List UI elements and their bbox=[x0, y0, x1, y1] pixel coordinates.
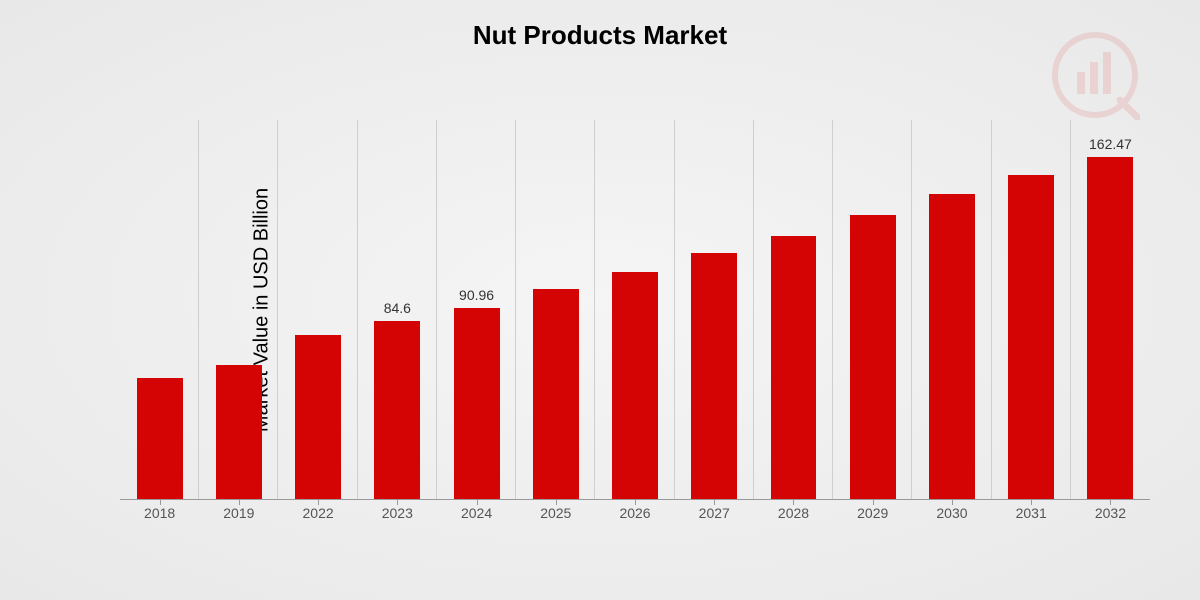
bar-slot bbox=[754, 120, 833, 500]
bar-slot bbox=[992, 120, 1071, 500]
x-tick-label: 2029 bbox=[833, 505, 912, 521]
bar-slot: 90.96 bbox=[437, 120, 516, 500]
bar bbox=[1087, 157, 1133, 500]
bar bbox=[216, 365, 262, 500]
bar bbox=[454, 308, 500, 500]
bar bbox=[771, 236, 817, 500]
bar bbox=[374, 321, 420, 500]
bar-slot bbox=[912, 120, 991, 500]
bar bbox=[850, 215, 896, 500]
bar bbox=[929, 194, 975, 500]
bar-value-label: 90.96 bbox=[437, 287, 516, 303]
bar bbox=[137, 378, 183, 500]
x-tick-label: 2032 bbox=[1071, 505, 1150, 521]
bar bbox=[612, 272, 658, 500]
x-tick-label: 2026 bbox=[595, 505, 674, 521]
bar bbox=[1008, 175, 1054, 500]
x-tick-label: 2030 bbox=[912, 505, 991, 521]
chart-title: Nut Products Market bbox=[0, 20, 1200, 51]
bar-value-label: 84.6 bbox=[358, 300, 437, 316]
bar-slot bbox=[199, 120, 278, 500]
bar-slot: 162.47 bbox=[1071, 120, 1150, 500]
bar bbox=[295, 335, 341, 500]
bar-slot bbox=[595, 120, 674, 500]
x-tick-label: 2027 bbox=[675, 505, 754, 521]
plot-area: Market Value in USD Billion 84.690.96162… bbox=[120, 120, 1150, 500]
bar-value-label: 162.47 bbox=[1071, 136, 1150, 152]
bar-slot bbox=[833, 120, 912, 500]
x-tick-label: 2019 bbox=[199, 505, 278, 521]
x-tick-label: 2031 bbox=[992, 505, 1071, 521]
x-tick-label: 2018 bbox=[120, 505, 199, 521]
bar bbox=[533, 289, 579, 500]
bar-slot: 84.6 bbox=[358, 120, 437, 500]
x-tick-label: 2022 bbox=[278, 505, 357, 521]
x-tick-label: 2023 bbox=[358, 505, 437, 521]
x-tick-label: 2024 bbox=[437, 505, 516, 521]
x-axis: 2018201920222023202420252026202720282029… bbox=[120, 505, 1150, 521]
x-tick-label: 2025 bbox=[516, 505, 595, 521]
x-tick-label: 2028 bbox=[754, 505, 833, 521]
bar-slot bbox=[278, 120, 357, 500]
watermark-logo bbox=[1050, 30, 1140, 125]
bar-slot bbox=[516, 120, 595, 500]
bar-slot bbox=[675, 120, 754, 500]
bar-slot bbox=[120, 120, 199, 500]
bars-container: 84.690.96 162.47 bbox=[120, 120, 1150, 500]
bar bbox=[691, 253, 737, 500]
